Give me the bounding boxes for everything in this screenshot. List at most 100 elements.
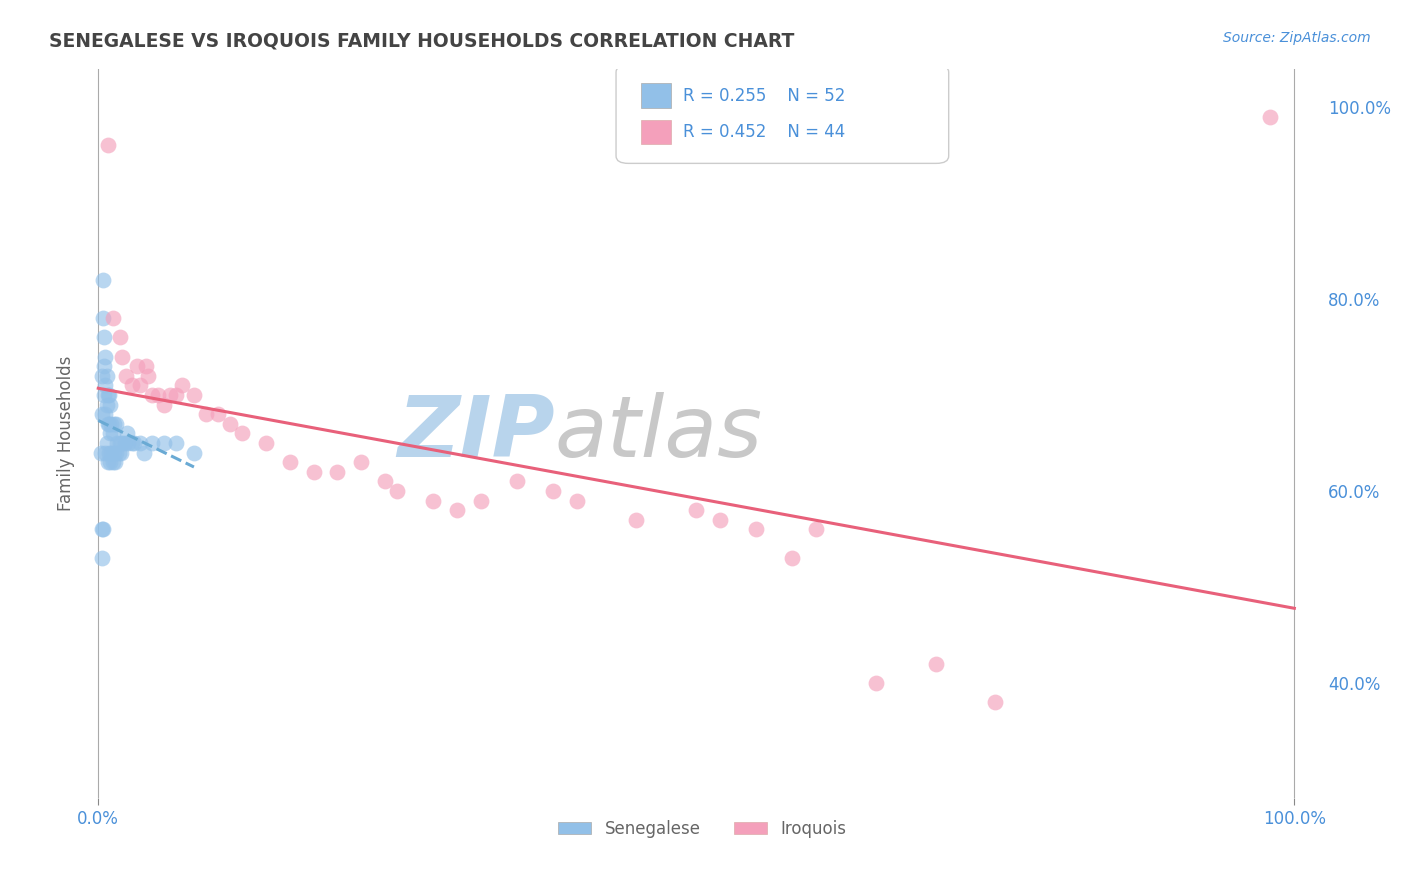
Point — [90, 445, 112, 459]
Point — [100, 445, 122, 459]
Point — [165, 436, 187, 450]
Point — [387, 483, 409, 498]
Point — [135, 359, 157, 373]
Point — [780, 551, 803, 566]
Point — [114, 368, 136, 383]
Point — [93, 359, 115, 373]
Point — [93, 330, 115, 344]
Point — [350, 455, 373, 469]
Point — [98, 388, 121, 402]
Point — [278, 455, 301, 469]
Point — [101, 455, 124, 469]
Point — [302, 465, 325, 479]
Point — [865, 676, 887, 690]
FancyBboxPatch shape — [616, 65, 949, 163]
Point — [685, 503, 707, 517]
Point — [111, 436, 134, 450]
Point — [105, 445, 128, 459]
Point — [709, 513, 731, 527]
Point — [541, 483, 564, 498]
Point — [138, 368, 160, 383]
Point — [100, 417, 122, 431]
Text: Source: ZipAtlas.com: Source: ZipAtlas.com — [1223, 31, 1371, 45]
Point — [125, 359, 148, 373]
Text: R = 0.452    N = 44: R = 0.452 N = 44 — [682, 123, 845, 141]
Point — [745, 522, 768, 536]
Point — [90, 522, 112, 536]
Point — [129, 436, 152, 450]
Point — [94, 350, 117, 364]
Point — [326, 465, 349, 479]
Point — [153, 436, 176, 450]
Point — [91, 311, 114, 326]
Point — [111, 350, 134, 364]
Point — [110, 445, 132, 459]
Point — [254, 436, 277, 450]
Point — [90, 407, 112, 421]
Point — [146, 388, 169, 402]
Point — [1260, 110, 1282, 124]
Point — [98, 426, 121, 441]
Point — [506, 475, 529, 489]
Point — [141, 388, 163, 402]
Point — [90, 551, 112, 566]
Point — [91, 273, 114, 287]
Point — [98, 455, 121, 469]
Point — [159, 388, 181, 402]
Point — [470, 493, 492, 508]
Point — [122, 436, 145, 450]
Point — [924, 657, 946, 671]
Point — [91, 522, 114, 536]
Text: SENEGALESE VS IROQUOIS FAMILY HOUSEHOLDS CORRELATION CHART: SENEGALESE VS IROQUOIS FAMILY HOUSEHOLDS… — [49, 31, 794, 50]
Point — [108, 330, 131, 344]
Point — [114, 436, 136, 450]
Point — [165, 388, 187, 402]
Point — [121, 378, 143, 392]
Point — [98, 398, 121, 412]
Point — [108, 436, 131, 450]
Point — [94, 445, 117, 459]
Point — [96, 398, 118, 412]
Point — [98, 417, 121, 431]
Point — [129, 378, 152, 392]
Point — [101, 426, 124, 441]
Point — [105, 417, 128, 431]
Point — [207, 407, 229, 421]
Legend: Senegalese, Iroquois: Senegalese, Iroquois — [551, 814, 853, 845]
Point — [97, 417, 120, 431]
Bar — [641, 120, 672, 145]
Y-axis label: Family Households: Family Households — [58, 356, 75, 511]
Point — [96, 368, 118, 383]
Point — [115, 426, 138, 441]
Point — [565, 493, 588, 508]
Point — [101, 311, 124, 326]
Point — [97, 455, 120, 469]
Point — [626, 513, 648, 527]
Point — [218, 417, 240, 431]
Point — [98, 445, 121, 459]
Point — [194, 407, 217, 421]
Point — [107, 445, 129, 459]
Point — [94, 378, 117, 392]
Point — [117, 436, 139, 450]
Point — [141, 436, 163, 450]
Point — [103, 417, 125, 431]
Point — [170, 378, 193, 392]
Point — [804, 522, 827, 536]
Point — [97, 388, 120, 402]
Point — [231, 426, 253, 441]
Point — [97, 138, 120, 153]
Point — [104, 455, 127, 469]
Point — [183, 388, 205, 402]
Point — [183, 445, 205, 459]
Text: ZIP: ZIP — [396, 392, 554, 475]
Bar — [641, 83, 672, 108]
Point — [422, 493, 444, 508]
Point — [105, 436, 128, 450]
Point — [94, 407, 117, 421]
Point — [93, 388, 115, 402]
Point — [103, 445, 125, 459]
Point — [984, 695, 1007, 709]
Text: R = 0.255    N = 52: R = 0.255 N = 52 — [682, 87, 845, 105]
Point — [153, 398, 176, 412]
